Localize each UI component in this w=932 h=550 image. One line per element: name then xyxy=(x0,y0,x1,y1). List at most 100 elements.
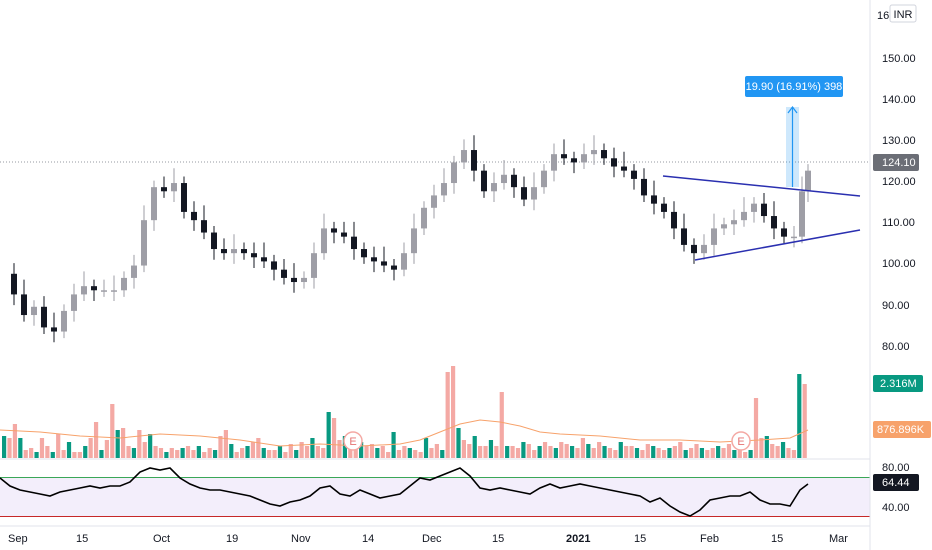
volume-bar xyxy=(532,450,537,458)
candle-body xyxy=(241,249,247,254)
volume-bar xyxy=(743,452,748,458)
candle-body xyxy=(521,187,527,200)
volume-bar xyxy=(359,442,364,458)
candle-body xyxy=(491,183,497,192)
lower-trendline[interactable] xyxy=(694,229,861,261)
rsi-axis[interactable]: 80.00 64.44 40.00 xyxy=(873,462,919,514)
candle-body xyxy=(701,244,707,254)
candle-body xyxy=(721,224,727,229)
volume-bar xyxy=(45,446,50,458)
volume-bar xyxy=(753,398,759,458)
volume-bar xyxy=(597,442,602,458)
price-axis[interactable]: 16 INR 150.00 140.00 130.00 120.00 110.0… xyxy=(873,4,931,438)
volume-bar xyxy=(510,446,515,458)
volume-bar xyxy=(559,442,564,458)
volume-bar xyxy=(126,446,131,458)
candle-body xyxy=(161,187,167,192)
volume-bar xyxy=(569,446,575,458)
volume-bar xyxy=(467,444,472,458)
volume-bar xyxy=(705,450,710,458)
volume-bar xyxy=(2,436,7,458)
volume-bar xyxy=(148,434,153,458)
candle-body xyxy=(101,290,107,292)
volume-bar xyxy=(591,448,596,458)
volume-bar xyxy=(153,446,158,458)
volume-bar xyxy=(245,446,250,458)
earnings-marker-1[interactable]: E xyxy=(343,431,363,451)
volume-bar xyxy=(440,450,445,458)
earnings-marker-label: E xyxy=(349,436,356,448)
candle-body xyxy=(31,306,37,316)
volume-bar xyxy=(277,446,283,458)
candle-body xyxy=(351,236,357,250)
volume-bar xyxy=(164,452,169,458)
volume-bar xyxy=(634,448,640,458)
volume-bar xyxy=(229,444,234,458)
volume-bar xyxy=(780,442,786,458)
price-pane[interactable] xyxy=(0,0,870,458)
candle-body xyxy=(71,294,77,311)
candle-body xyxy=(621,166,627,171)
rsi-tick: 40.00 xyxy=(882,502,910,514)
last-price-tag xyxy=(873,154,919,171)
price-tick: 80.00 xyxy=(882,341,910,353)
volume-bar xyxy=(575,448,580,458)
time-label: 15 xyxy=(771,533,783,545)
candle-body xyxy=(311,253,317,278)
candle-body xyxy=(805,170,811,192)
volume-bar xyxy=(396,450,402,458)
candle-body xyxy=(61,310,67,332)
price-tick: 110.00 xyxy=(882,217,915,229)
time-label: 19 xyxy=(226,533,238,545)
volume-bar xyxy=(207,448,212,458)
volume-bar xyxy=(418,452,423,458)
volume-bar xyxy=(461,440,467,458)
volume-bar xyxy=(629,446,634,458)
candle-body xyxy=(631,170,637,179)
currency-badge[interactable] xyxy=(889,4,917,23)
volume-bar xyxy=(748,450,753,458)
volume-bar xyxy=(283,452,288,458)
volume-bar xyxy=(7,438,12,458)
candle-body xyxy=(321,228,327,254)
candle-body xyxy=(651,195,657,204)
volume-bar xyxy=(645,444,650,458)
candle-body xyxy=(461,150,467,163)
volume-bar xyxy=(299,442,304,458)
candle-body xyxy=(451,162,457,184)
price-tick: 100.00 xyxy=(882,258,916,270)
candle-body xyxy=(571,158,577,163)
measure-arrow-icon xyxy=(787,106,798,114)
candle-body xyxy=(511,174,517,188)
volume-bar xyxy=(580,438,586,458)
volume-bar xyxy=(196,446,201,458)
volume-bar xyxy=(488,440,494,458)
candle-body xyxy=(799,191,805,237)
candle-body xyxy=(121,277,127,291)
volume-bar xyxy=(169,448,174,458)
volume-bar xyxy=(115,430,120,458)
volume-bar xyxy=(23,450,28,458)
volume-bar xyxy=(429,448,434,458)
volume-bar xyxy=(413,450,418,458)
volume-bar xyxy=(331,418,337,458)
candle-body xyxy=(431,195,437,208)
volume-bar xyxy=(797,374,802,458)
volume-bar xyxy=(267,450,272,458)
upper-trendline[interactable] xyxy=(662,175,861,197)
volume-bar xyxy=(553,448,558,458)
volume-bar xyxy=(110,404,115,458)
price-range-measure[interactable]: 19.90 (16.91%) 398 xyxy=(745,76,843,187)
candle-body xyxy=(531,187,537,200)
candle-body xyxy=(761,203,767,217)
time-axis[interactable]: Sep 15 Oct 19 Nov 14 Dec 15 2021 15 Feb … xyxy=(8,533,848,545)
volume-bar xyxy=(613,450,618,458)
candle-body xyxy=(181,183,187,212)
volume-bar xyxy=(234,452,239,458)
earnings-marker-2[interactable]: E xyxy=(731,431,751,451)
candle-body xyxy=(441,183,447,196)
candle-body xyxy=(341,232,347,237)
volume-bar xyxy=(72,452,77,458)
volume-bar xyxy=(402,446,407,458)
